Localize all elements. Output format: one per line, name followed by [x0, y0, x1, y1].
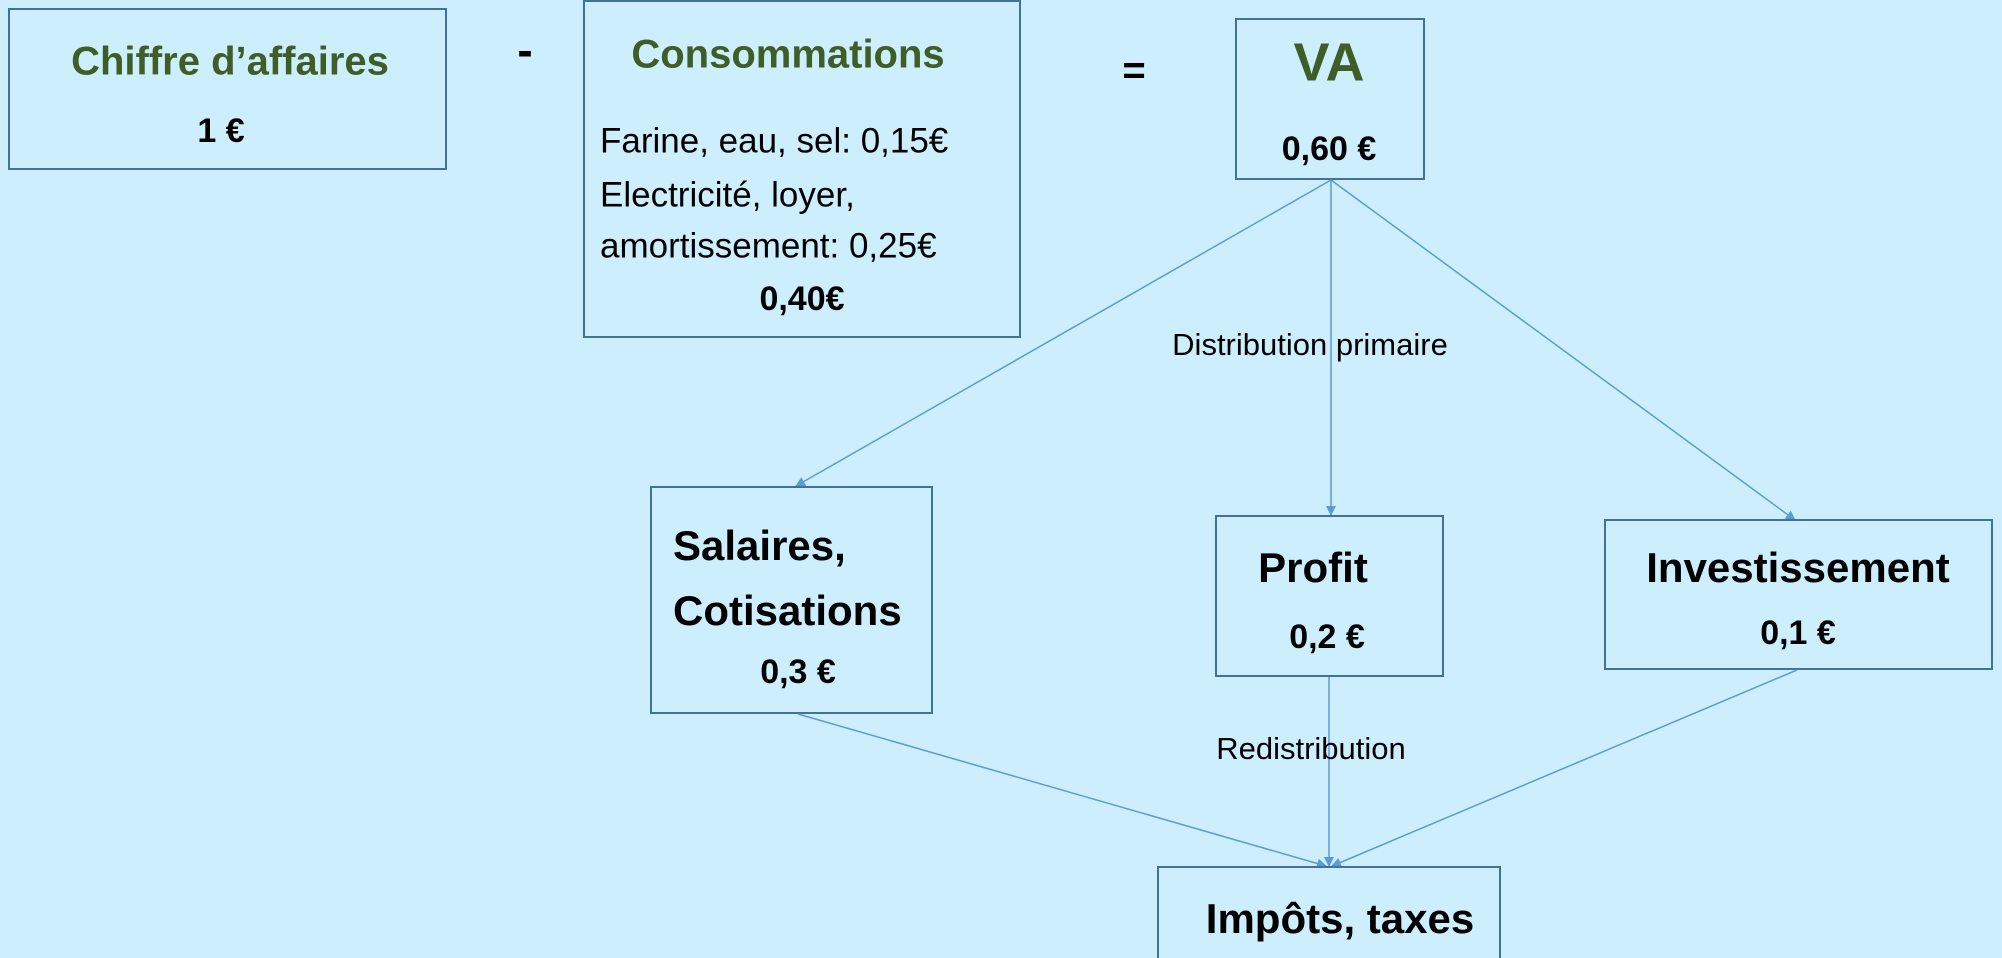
- node-label: Cotisations: [673, 587, 902, 634]
- arrow: [795, 179, 1332, 487]
- node-box: [8, 8, 447, 170]
- edge-label: Redistribution: [1216, 731, 1406, 766]
- node-value: 0,40€: [759, 280, 844, 318]
- node-value: 0,3 €: [760, 653, 836, 691]
- node-label: Impôts, taxes: [1206, 895, 1474, 942]
- node-line: Farine, eau, sel: 0,15€: [600, 121, 948, 160]
- arrow: [1330, 179, 1796, 521]
- node-value: 0,2 €: [1289, 618, 1365, 656]
- node-label: VA: [1293, 32, 1364, 92]
- arrow: [1331, 669, 1798, 868]
- arrow: [797, 713, 1327, 869]
- node-label: Salaires,: [673, 522, 846, 569]
- node-label: Chiffre d’affaires: [71, 40, 389, 84]
- node-box: [1215, 515, 1444, 677]
- node-value: 1 €: [197, 112, 244, 150]
- node-value: 0,1 €: [1760, 614, 1836, 652]
- node-label: Investissement: [1646, 544, 1949, 591]
- node-line: amortissement: 0,25€: [600, 226, 937, 265]
- node-box: [650, 486, 933, 714]
- node-box: [583, 0, 1021, 338]
- operator: =: [1122, 49, 1145, 93]
- node-line: Electricité, loyer,: [600, 175, 855, 214]
- operator: -: [517, 24, 532, 76]
- node-value: 0,60 €: [1282, 130, 1377, 168]
- node-box: [1157, 866, 1501, 958]
- node-box: [1235, 18, 1425, 180]
- edge-label: Distribution primaire: [1172, 327, 1448, 362]
- node-label: Consommations: [631, 33, 944, 77]
- node-label: Profit: [1258, 544, 1368, 591]
- node-box: [1604, 519, 1993, 670]
